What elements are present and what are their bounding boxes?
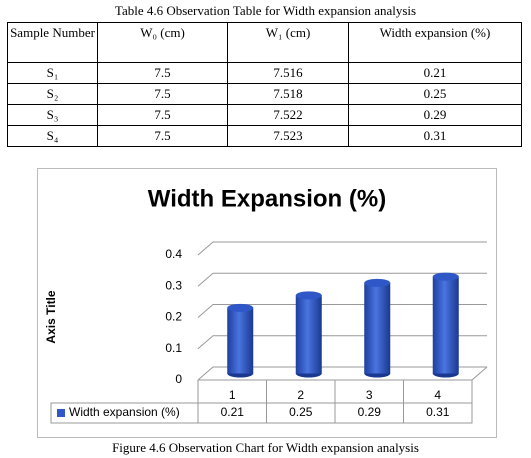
table-cell: W₀ (cm) bbox=[97, 22, 228, 63]
table-cell: S₃ bbox=[7, 104, 98, 126]
chart: Width Expansion (%) Axis Title 0 0.1 0.2 0.… bbox=[44, 185, 488, 424]
table-cell: 7.522 bbox=[227, 104, 349, 126]
y-tick-label: 0.4 bbox=[165, 247, 182, 261]
bar bbox=[364, 278, 391, 378]
table-cell: 0.21 bbox=[348, 62, 522, 84]
data-table-value: 0.29 bbox=[358, 405, 382, 419]
table-cell: S₁ bbox=[7, 62, 98, 84]
grid-line bbox=[197, 272, 487, 287]
grid-line bbox=[197, 304, 487, 318]
table-cell: Sample Number bbox=[7, 22, 98, 63]
data-table-value: 0.21 bbox=[221, 405, 245, 419]
figure-caption: Figure 4.6 Observation Chart for Width e… bbox=[112, 440, 419, 455]
observation-table: Sample Number W₀ (cm) W₁ (cm) Width expansi… bbox=[7, 22, 522, 147]
table-row: Sample Number W₀ (cm) W₁ (cm) Width expansi… bbox=[7, 22, 522, 63]
table-cell: 0.31 bbox=[348, 125, 522, 147]
y-tick-label: 0.1 bbox=[165, 341, 182, 355]
table-row: S₄ 7.5 7.523 0.31 bbox=[7, 125, 522, 147]
table-cell: 7.5 bbox=[97, 62, 228, 84]
table-cell: 7.5 bbox=[97, 125, 228, 147]
table-cell: W₁ (cm) bbox=[227, 22, 349, 63]
table-row: S₂ 7.5 7.518 0.25 bbox=[7, 83, 522, 105]
bar bbox=[295, 291, 322, 378]
table-row: S₃ 7.5 7.522 0.29 bbox=[7, 104, 522, 126]
x-tick-label: 3 bbox=[366, 388, 373, 402]
table-cell: 7.5 bbox=[97, 83, 228, 105]
x-tick-label: 1 bbox=[229, 388, 236, 402]
y-tick-label: 0 bbox=[175, 372, 182, 386]
x-tick-label: 4 bbox=[434, 388, 441, 402]
y-tick-label: 0.3 bbox=[165, 278, 182, 292]
table-caption: Table 4.6 Observation Table for Width ex… bbox=[114, 3, 417, 18]
table-cell: 7.5 bbox=[97, 104, 228, 126]
y-axis-title: Axis Title bbox=[44, 290, 58, 343]
table-cell: 7.516 bbox=[227, 62, 349, 84]
table-cell: 0.29 bbox=[348, 104, 522, 126]
chart-title: Width Expansion (%) bbox=[148, 185, 386, 212]
table-cell: S₂ bbox=[7, 83, 98, 105]
chart-frame: Width Expansion (%) Axis Title 0 0.1 0.2 0.… bbox=[37, 168, 497, 438]
x-tick-label: 2 bbox=[297, 388, 304, 402]
grid-line bbox=[197, 366, 487, 381]
grid-line bbox=[197, 335, 487, 350]
table-cell: 0.25 bbox=[348, 83, 522, 105]
y-tick-label: 0.2 bbox=[165, 310, 182, 324]
data-table-value: 0.25 bbox=[289, 405, 313, 419]
data-table-value: 0.31 bbox=[426, 405, 450, 419]
legend-label: Width expansion (%) bbox=[69, 405, 180, 419]
table-row: S₁ 7.5 7.516 0.21 bbox=[7, 62, 522, 84]
floor-edge bbox=[471, 366, 488, 381]
table-cell: S₄ bbox=[7, 125, 98, 147]
bar bbox=[227, 303, 254, 378]
grid-line bbox=[197, 241, 487, 256]
table-cell: 7.523 bbox=[227, 125, 349, 147]
table-cell: 7.518 bbox=[227, 83, 349, 105]
bar bbox=[432, 272, 459, 378]
legend-swatch bbox=[57, 409, 65, 417]
table-cell: Width expansion (%) bbox=[348, 22, 522, 63]
